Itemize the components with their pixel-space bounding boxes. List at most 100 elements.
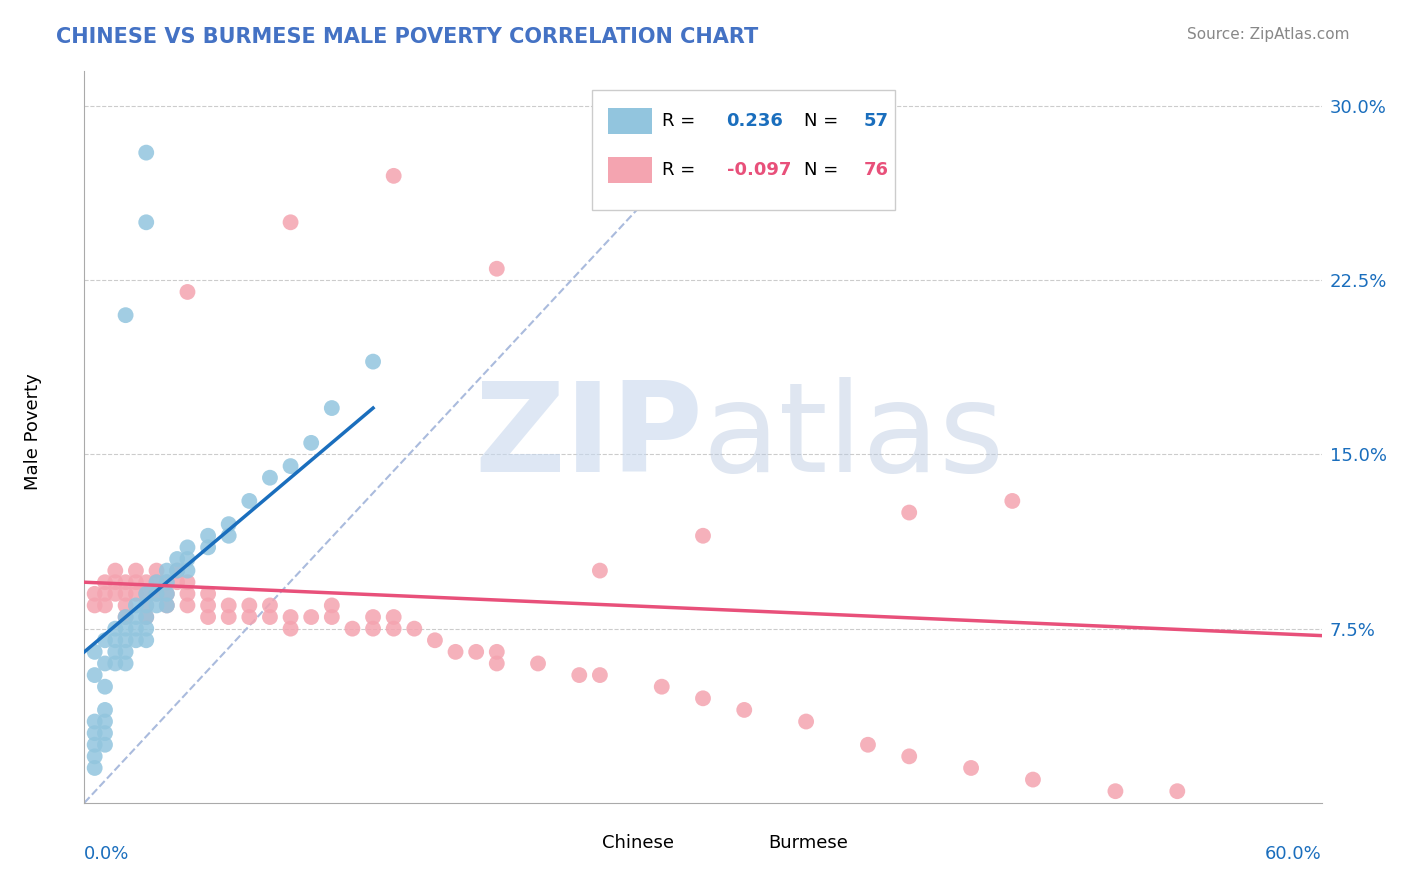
Point: [94, 633, 117, 648]
Point: [125, 587, 148, 601]
Point: [485, 645, 508, 659]
FancyBboxPatch shape: [564, 834, 596, 854]
Point: [176, 541, 198, 555]
Point: [423, 633, 446, 648]
Point: [83, 599, 105, 613]
Point: [166, 564, 188, 578]
Point: [361, 622, 384, 636]
Point: [145, 587, 167, 601]
Point: [898, 506, 921, 520]
Point: [280, 610, 302, 624]
Point: [104, 633, 127, 648]
Point: [135, 587, 157, 601]
Point: [94, 587, 117, 601]
Point: [485, 657, 508, 671]
Text: ZIP: ZIP: [474, 376, 703, 498]
Point: [94, 680, 117, 694]
Point: [361, 354, 384, 368]
Point: [197, 529, 219, 543]
Point: [104, 575, 127, 590]
Point: [83, 761, 105, 775]
Point: [156, 599, 179, 613]
Point: [321, 401, 343, 415]
FancyBboxPatch shape: [607, 157, 652, 183]
Text: N =: N =: [804, 161, 839, 179]
Point: [125, 622, 148, 636]
Text: Burmese: Burmese: [769, 834, 848, 852]
Point: [114, 575, 136, 590]
Point: [145, 575, 167, 590]
Text: 0.236: 0.236: [727, 112, 783, 130]
Point: [1001, 494, 1024, 508]
Text: 0.0%: 0.0%: [84, 845, 129, 863]
Point: [259, 471, 281, 485]
Point: [176, 285, 198, 299]
Point: [197, 587, 219, 601]
Point: [280, 622, 302, 636]
Point: [589, 564, 612, 578]
Point: [218, 610, 240, 624]
Text: -0.097: -0.097: [727, 161, 792, 179]
Point: [166, 564, 188, 578]
Point: [83, 738, 105, 752]
Point: [382, 169, 405, 183]
Point: [404, 622, 426, 636]
Point: [125, 564, 148, 578]
Point: [135, 599, 157, 613]
Point: [197, 610, 219, 624]
Point: [280, 215, 302, 229]
Text: 76: 76: [863, 161, 889, 179]
Point: [218, 517, 240, 532]
Point: [94, 726, 117, 740]
Text: Male Poverty: Male Poverty: [24, 373, 42, 490]
Point: [299, 436, 322, 450]
Point: [125, 610, 148, 624]
Point: [135, 215, 157, 229]
Point: [465, 645, 488, 659]
Point: [156, 587, 179, 601]
Point: [125, 633, 148, 648]
Point: [733, 703, 755, 717]
Point: [125, 599, 148, 613]
Point: [104, 622, 127, 636]
Point: [898, 749, 921, 764]
Point: [83, 749, 105, 764]
Point: [114, 599, 136, 613]
Text: atlas: atlas: [703, 376, 1005, 498]
Point: [321, 599, 343, 613]
Point: [485, 261, 508, 276]
Text: R =: R =: [662, 112, 696, 130]
Point: [94, 599, 117, 613]
Point: [166, 552, 188, 566]
Point: [444, 645, 467, 659]
FancyBboxPatch shape: [607, 108, 652, 135]
Point: [692, 529, 714, 543]
Point: [83, 668, 105, 682]
Point: [1022, 772, 1045, 787]
Point: [83, 726, 105, 740]
Point: [568, 668, 591, 682]
Point: [361, 610, 384, 624]
Point: [145, 599, 167, 613]
Point: [83, 587, 105, 601]
Point: [280, 459, 302, 474]
Point: [83, 714, 105, 729]
Point: [156, 587, 179, 601]
Point: [651, 680, 673, 694]
Point: [114, 633, 136, 648]
Point: [135, 610, 157, 624]
Point: [238, 599, 260, 613]
Point: [156, 575, 179, 590]
Point: [94, 714, 117, 729]
Point: [145, 575, 167, 590]
Point: [114, 622, 136, 636]
Point: [176, 587, 198, 601]
Point: [238, 610, 260, 624]
Point: [94, 703, 117, 717]
Point: [83, 645, 105, 659]
Point: [218, 599, 240, 613]
Point: [114, 610, 136, 624]
Point: [382, 622, 405, 636]
Text: 60.0%: 60.0%: [1265, 845, 1322, 863]
Point: [176, 564, 198, 578]
